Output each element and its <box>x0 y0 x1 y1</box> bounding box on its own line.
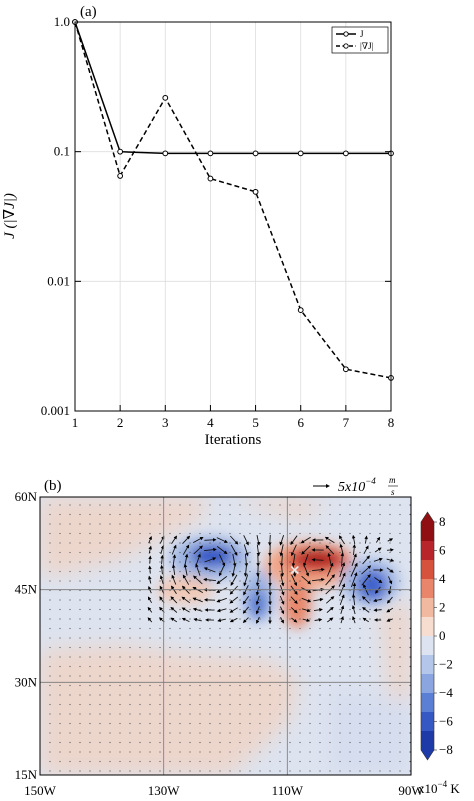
legend-label-gradj: |∇J| <box>360 41 374 51</box>
data-point-j <box>252 150 259 157</box>
colorbar-segment <box>421 674 434 694</box>
panel-b-x-tick-label: 90W <box>398 783 424 798</box>
colorbar-tick-label: 8 <box>439 514 446 529</box>
colorbar-segment <box>421 712 434 732</box>
colorbar-top-triangle <box>421 512 434 522</box>
colorbar-segment <box>421 560 434 580</box>
panel-a-label: (a) <box>80 4 97 20</box>
colorbar-bottom-triangle <box>421 750 434 760</box>
panel-b-y-tick-label: 45N <box>15 582 38 597</box>
colorbar-segment <box>421 579 434 599</box>
panel-a-x-tick-label: 3 <box>162 415 169 430</box>
panel-a-plot-frame <box>75 22 391 411</box>
panel-b-vector-grid <box>49 504 411 772</box>
colorbar-segment <box>421 693 434 713</box>
panel-b-x-tick-label: 110W <box>272 783 304 798</box>
panel-b-y-tick-label: 30N <box>15 674 38 689</box>
panel-a-y-tick-label: 1.0 <box>54 14 70 29</box>
data-point-gradj <box>297 307 304 313</box>
colorbar-tick-label: 6 <box>439 543 446 558</box>
colorbar-tick-label: 2 <box>439 600 446 615</box>
panel-a-x-axis-label: Iterations <box>205 432 262 448</box>
panel-a-y-tick-label: 0.1 <box>54 144 70 159</box>
legend-label-j: J <box>360 29 364 39</box>
data-point-j <box>297 150 304 157</box>
panel-a-frame-border <box>74 21 392 412</box>
panel-a-series-lines <box>74 21 392 379</box>
panel-a-x-tick-label: 2 <box>117 415 124 430</box>
panel-b-x-tick-label: 130W <box>148 783 181 798</box>
panel-a-x-tick-label: 6 <box>297 415 304 430</box>
data-point-gradj <box>162 94 169 101</box>
colorbar-segment <box>421 541 434 561</box>
colorbar-tick-label: −6 <box>439 714 453 729</box>
panel-a-x-tick-label: 1 <box>72 415 79 430</box>
data-point-j <box>342 150 349 157</box>
panel-b-vectors <box>147 534 395 625</box>
legend-marker-j <box>343 31 349 37</box>
legend-marker-gradj <box>343 43 349 49</box>
panel-b-y-tick-label: 15N <box>15 767 38 782</box>
panel-b-x-ticks: 150W 130W 110W 90W <box>24 783 424 798</box>
panel-b-label: (b) <box>44 478 62 494</box>
colorbar-tick-label: −8 <box>439 742 453 757</box>
panel-a-x-ticks: 1 2 3 4 5 6 7 8 <box>72 405 395 430</box>
panel-a-x-tick-label: 4 <box>207 415 214 430</box>
colorbar-segment <box>421 731 434 751</box>
data-point-gradj <box>117 173 124 179</box>
data-point-gradj <box>252 188 259 195</box>
reference-vector-unit-num: m <box>389 475 396 485</box>
panel-b-reference-vector: 5x10−4 m s <box>313 475 398 497</box>
panel-b-map: × 150W 130W 110W 90W 60N 45N 30N 15N (b) 5x10−… <box>15 475 461 798</box>
panel-a-y-tick-label: 0.001 <box>41 403 70 418</box>
panel-b-gridlines <box>40 497 411 775</box>
panel-b-colorbar: 8 6 4 2 0 −2 −4 −6 −8 <box>420 511 453 761</box>
colorbar-segment <box>421 655 434 675</box>
panel-a-legend: J |∇J| <box>331 26 389 54</box>
data-point-gradj <box>342 366 349 373</box>
colorbar-tick-label: −4 <box>439 685 453 700</box>
reference-vector-label: 5x10−4 <box>338 476 376 495</box>
colorbar-segment <box>421 522 434 542</box>
colorbar-tick-label: −2 <box>439 657 453 672</box>
panel-b-y-tick-label: 60N <box>15 489 38 504</box>
panel-b-target-marker: × <box>289 562 301 578</box>
panel-a-x-tick-label: 7 <box>343 415 350 430</box>
panel-a-y-ticks: 1.0 0.1 0.01 0.001 <box>41 14 391 418</box>
data-point-j <box>162 150 169 157</box>
panel-a-y-tick-label: 0.01 <box>47 273 70 288</box>
series-line-j <box>74 21 391 155</box>
colorbar-tick-label: 0 <box>439 628 446 643</box>
panel-a-y-axis-label: J (|∇J|) <box>2 193 18 239</box>
colorbar-segment <box>421 617 434 637</box>
colorbar-unit-label: x10−4 K <box>418 779 460 796</box>
panel-b-map-frame <box>39 496 412 776</box>
reference-vector-unit-den: s <box>391 487 395 497</box>
data-point-gradj <box>207 175 214 182</box>
series-line-gradj <box>74 21 392 379</box>
colorbar-tick-label: 4 <box>439 571 446 586</box>
panel-b-y-ticks: 60N 45N 30N 15N <box>15 489 38 782</box>
data-point-j <box>117 148 124 155</box>
panel-a-x-tick-label: 5 <box>252 415 259 430</box>
panel-b-x-tick-label: 150W <box>24 783 57 798</box>
data-point-j <box>207 150 214 157</box>
panel-a-x-tick-label: 8 <box>388 415 395 430</box>
colorbar-segment <box>421 636 434 656</box>
colorbar-segment <box>421 598 434 618</box>
